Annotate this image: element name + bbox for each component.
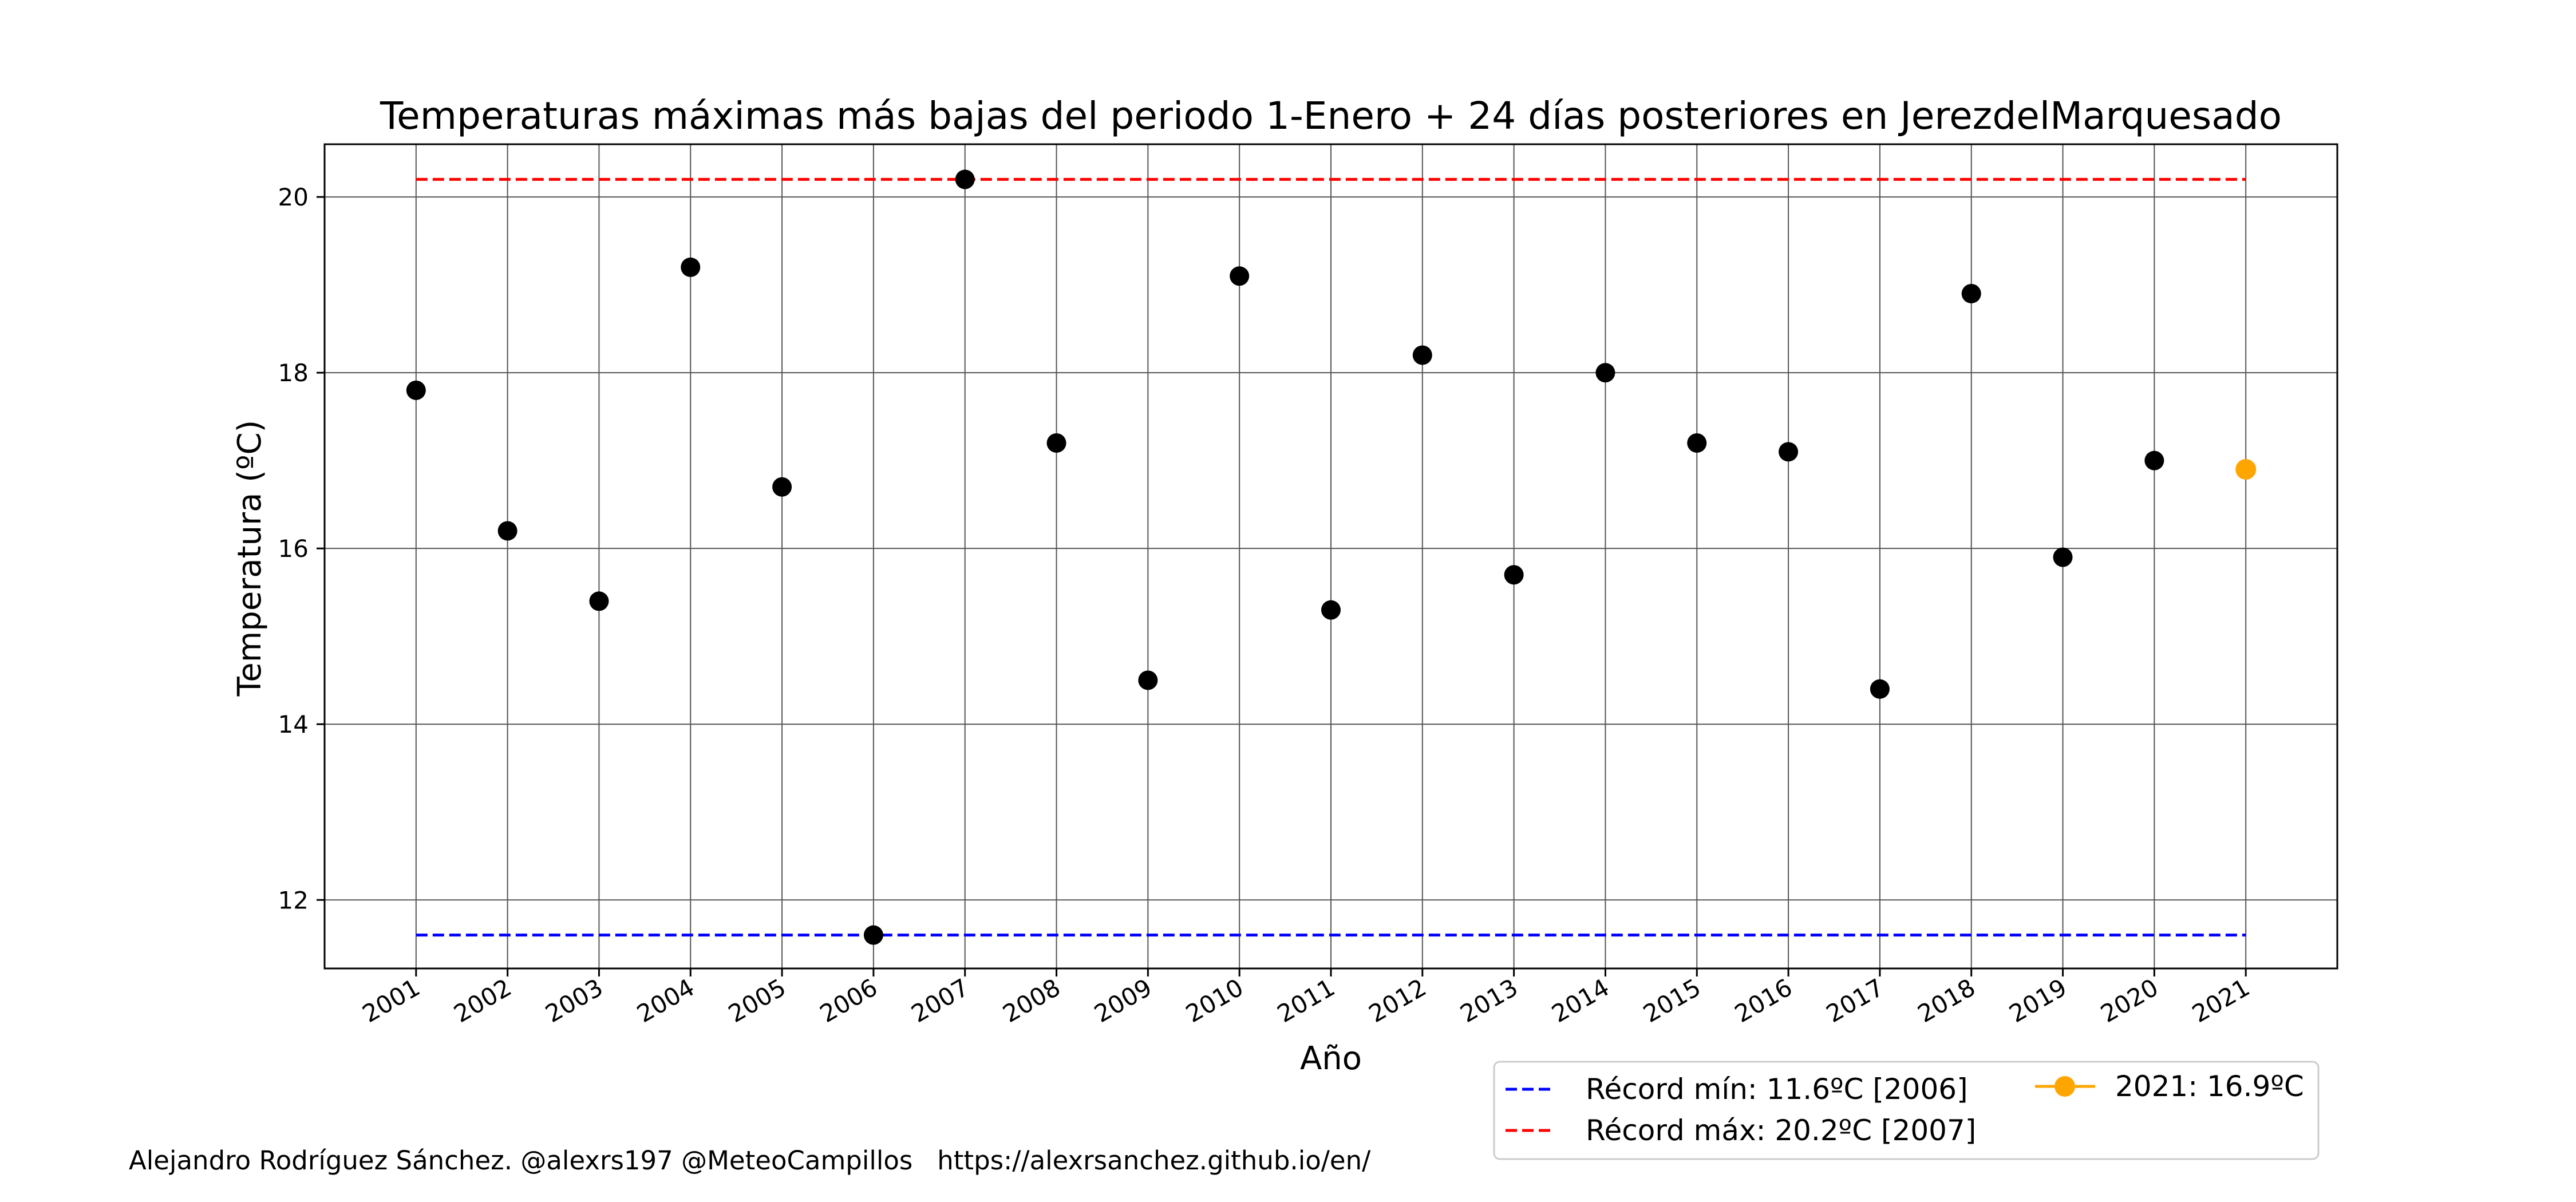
data-point (1138, 670, 1158, 690)
data-point (1412, 345, 1432, 365)
chart-title: Temperaturas máximas más bajas del perio… (380, 94, 2282, 138)
data-point (497, 521, 517, 541)
data-point (1046, 433, 1066, 453)
data-point (1504, 565, 1524, 585)
data-points (406, 169, 2257, 945)
x-tick-label: 2018 (1913, 973, 1980, 1028)
x-tick-label: 2002 (449, 973, 516, 1028)
x-tick-label: 2012 (1364, 973, 1431, 1028)
reference-lines (416, 177, 2246, 937)
data-point (2053, 547, 2073, 567)
data-point (863, 925, 883, 945)
x-axis-label: Año (1300, 1040, 1362, 1077)
x-tick-label: 2021 (2187, 973, 2254, 1028)
x-tick-label: 2005 (724, 973, 791, 1028)
data-point (406, 380, 426, 400)
x-tick-label: 2009 (1089, 973, 1156, 1028)
x-tick-label: 2004 (632, 973, 699, 1028)
data-point (589, 591, 609, 611)
x-tick-label: 2017 (1822, 973, 1888, 1028)
data-point (2144, 450, 2164, 470)
legend-label-max: Récord máx: 20.2ºC [2007] (1586, 1114, 1976, 1147)
x-tick-label: 2011 (1273, 973, 1340, 1028)
x-tick-label: 2020 (2096, 973, 2163, 1028)
x-tick-label: 2016 (1730, 973, 1797, 1028)
x-tick-label: 2003 (540, 973, 607, 1028)
x-tick-label: 2013 (1456, 973, 1523, 1028)
x-tick-label: 2008 (998, 973, 1065, 1028)
data-point (681, 257, 701, 277)
legend-frame (1493, 1061, 2320, 1160)
x-tick-label: 2006 (815, 973, 882, 1028)
y-tick-label: 20 (278, 183, 309, 211)
y-axis-label: Temperatura (ºC) (231, 420, 268, 697)
legend: Récord mín: 11.6ºC [2006] Récord máx: 20… (1493, 1061, 2320, 1160)
data-point (955, 169, 975, 189)
y-tick-label: 14 (278, 710, 309, 738)
data-point (772, 477, 792, 497)
y-tick-label: 16 (278, 535, 309, 563)
legend-label-current: 2021: 16.9ºC (2115, 1070, 2304, 1103)
data-point (1870, 679, 1890, 699)
data-point (1687, 433, 1707, 453)
data-point (1779, 442, 1799, 462)
x-tick-label: 2015 (1638, 973, 1705, 1028)
x-axis: 2001 2002 2003 2004 2005 2006 2007 2008 2009 2010… (358, 968, 2254, 1028)
data-point (1230, 266, 1250, 286)
grid (325, 144, 2337, 968)
footer-credit: Alejandro Rodríguez Sánchez. @alexrs197 … (129, 1145, 1371, 1176)
x-tick-label: 2007 (907, 973, 974, 1028)
data-point (1321, 600, 1341, 620)
x-tick-label: 2001 (358, 973, 425, 1028)
legend-marker-current-dot (2055, 1076, 2075, 1097)
x-tick-label: 2010 (1181, 973, 1248, 1028)
legend-label-min: Récord mín: 11.6ºC [2006] (1586, 1073, 1968, 1106)
data-point (1961, 283, 1981, 303)
current-year-point (2235, 459, 2257, 480)
y-axis: 12 14 16 18 20 (278, 183, 325, 914)
x-tick-label: 2019 (2004, 973, 2071, 1028)
y-tick-label: 18 (278, 359, 309, 387)
data-point (1595, 363, 1615, 383)
y-tick-label: 12 (278, 886, 309, 914)
x-tick-label: 2014 (1547, 973, 1614, 1028)
